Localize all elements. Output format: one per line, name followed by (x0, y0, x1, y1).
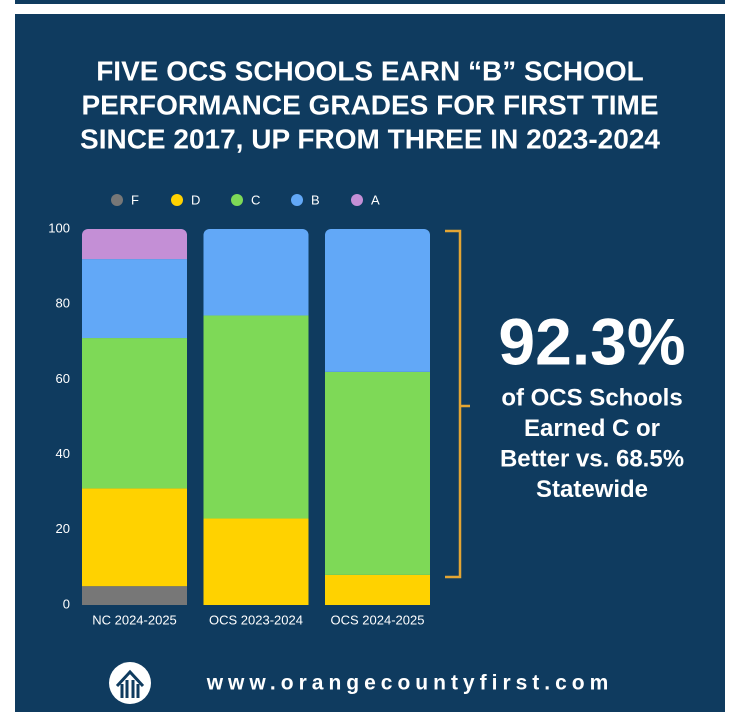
x-tick-label: OCS 2023-2024 (209, 612, 303, 627)
bar-segment (203, 229, 309, 316)
bar-segment (82, 488, 187, 587)
y-tick-label: 60 (56, 371, 70, 386)
logo-mark (115, 669, 145, 698)
logo (109, 662, 151, 704)
bar-segment (203, 518, 309, 605)
headline: 92.3% (498, 304, 685, 378)
y-tick-label: 80 (56, 296, 70, 311)
bracket (445, 229, 470, 579)
annotation-line: Better vs. 68.5% (500, 445, 684, 472)
y-tick-label: 100 (48, 220, 70, 235)
y-tick-label: 40 (56, 446, 70, 461)
annotation-line: Statewide (536, 476, 648, 503)
bar-segment (325, 229, 430, 372)
legend-swatch (351, 194, 363, 206)
annotation-line: of OCS Schools (501, 384, 682, 411)
y-tick-label: 20 (56, 521, 70, 536)
bar-segment (325, 371, 430, 575)
x-tick-label: NC 2024-2025 (92, 612, 177, 627)
bar-segment (82, 259, 187, 339)
legend-swatch (171, 194, 183, 206)
top-bar (15, 0, 725, 4)
legend-label: B (311, 192, 320, 207)
legend-label: D (191, 192, 200, 207)
legend-label: F (131, 192, 139, 207)
x-tick-label: OCS 2024-2025 (331, 612, 425, 627)
legend-label: A (371, 192, 380, 207)
y-tick-label: 0 (63, 596, 70, 611)
chart-title: PERFORMANCE GRADES FOR FIRST TIME (81, 89, 658, 120)
bar-segment (82, 586, 187, 605)
footer-url: www.orangecountyfirst.com (206, 672, 614, 695)
legend-label: C (251, 192, 260, 207)
chart-title: FIVE OCS SCHOOLS EARN “B” SCHOOL (96, 55, 644, 86)
legend-swatch (291, 194, 303, 206)
chart-title: SINCE 2017, UP FROM THREE IN 2023-2024 (80, 123, 660, 154)
bar-segment (82, 229, 187, 260)
bar-segment (325, 574, 430, 605)
legend-swatch (231, 194, 243, 206)
bar-segment (203, 315, 309, 519)
annotation-line: Earned C or (524, 415, 660, 442)
legend-swatch (111, 194, 123, 206)
bar-segment (82, 338, 187, 489)
